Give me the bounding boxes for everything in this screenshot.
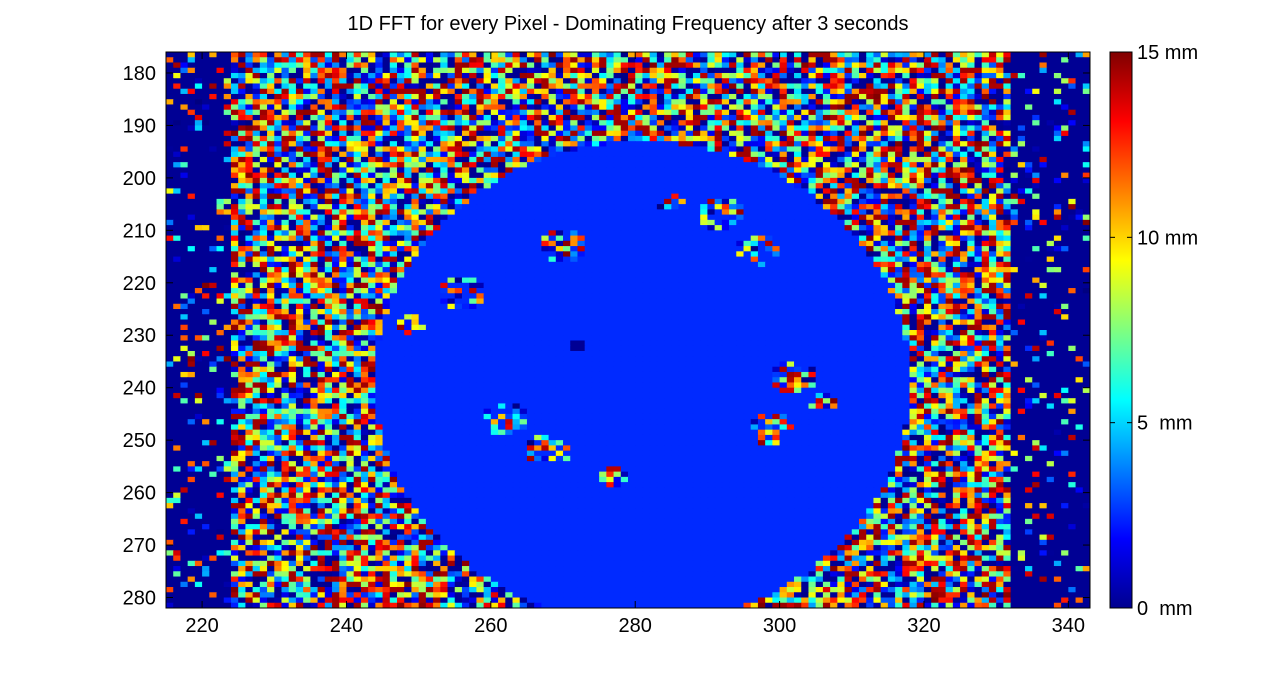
colorbar-tick-label: 15 mm: [1137, 42, 1198, 64]
y-tick-label: 250: [123, 430, 156, 452]
y-tick-label: 210: [123, 220, 156, 242]
chart-title: 1D FFT for every Pixel - Dominating Freq…: [347, 13, 909, 35]
x-tick-label: 240: [330, 615, 363, 637]
y-tick-label: 240: [123, 378, 156, 400]
heatmap-cells: [166, 52, 1090, 608]
y-tick-label: 180: [123, 63, 156, 85]
colorbar-tick-label: 5 mm: [1137, 413, 1193, 435]
y-axis: 180 190 200 210 220 230 240 250 260 270 280: [123, 63, 1090, 610]
y-tick-label: 200: [123, 168, 156, 190]
plot-frame: [165, 51, 1091, 609]
x-tick-label: 280: [619, 615, 652, 637]
colorbar-tick-label: 10 mm: [1137, 227, 1198, 249]
colorbar-axis: 0 mm 5 mm 10 mm 15 mm: [1110, 42, 1198, 620]
x-tick-label: 260: [474, 615, 507, 637]
x-tick-label: 340: [1052, 615, 1085, 637]
y-tick-label: 190: [123, 115, 156, 137]
y-tick-label: 270: [123, 535, 156, 557]
y-tick-label: 280: [123, 588, 156, 610]
y-tick-label: 260: [123, 483, 156, 505]
x-tick-label: 300: [763, 615, 796, 637]
colorbar: [1109, 51, 1133, 609]
x-axis: 220 240 260 280 300 320 340: [185, 52, 1085, 637]
y-tick-label: 230: [123, 325, 156, 347]
x-tick-label: 220: [185, 615, 218, 637]
colorbar-tick-label: 0 mm: [1137, 598, 1193, 620]
y-tick-label: 220: [123, 273, 156, 295]
x-tick-label: 320: [907, 615, 940, 637]
